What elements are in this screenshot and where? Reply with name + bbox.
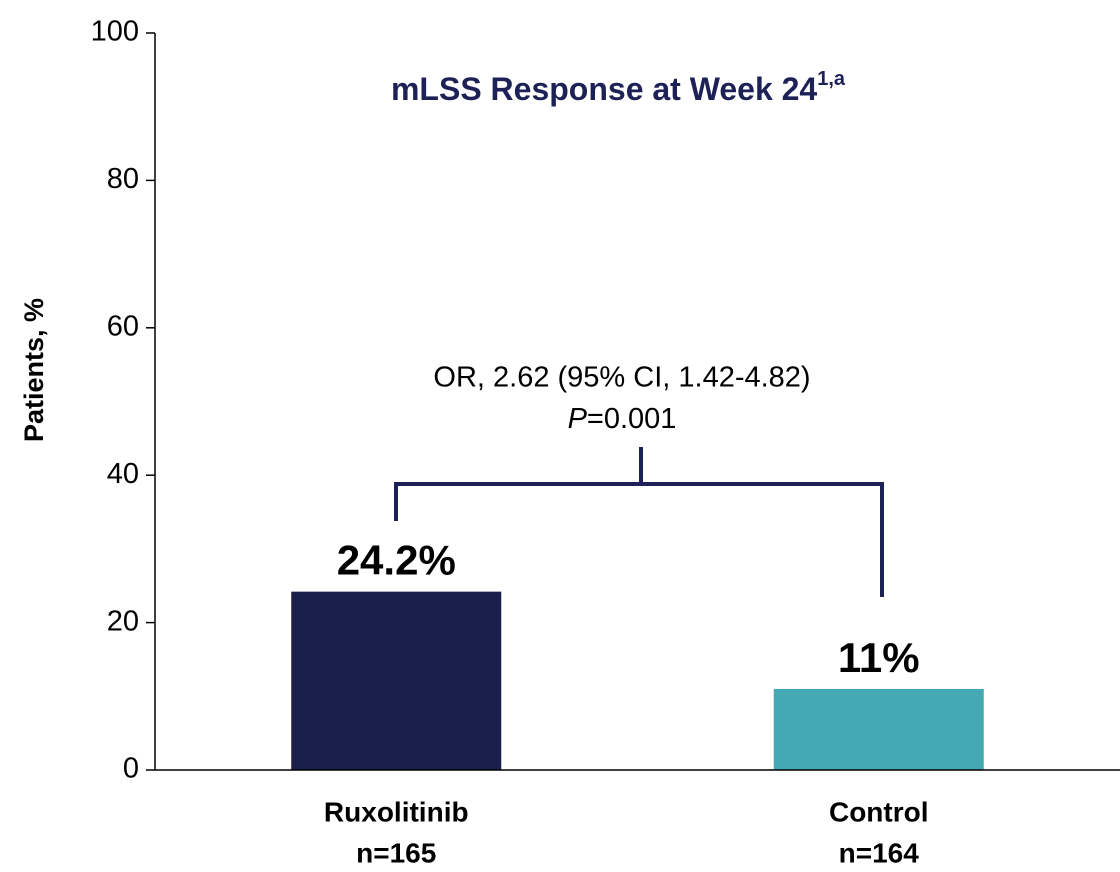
p-value: =0.001 <box>587 403 677 435</box>
chart-title: mLSS Response at Week 24 <box>391 71 817 107</box>
bar <box>291 591 502 770</box>
y-tick-label: 60 <box>107 310 139 342</box>
bar <box>773 688 984 770</box>
annotation-line: OR, 2.62 (95% CI, 1.42-4.82) <box>433 362 810 394</box>
y-tick-label: 0 <box>123 753 139 785</box>
significance-bracket <box>394 447 884 597</box>
chart-title-group: mLSS Response at Week 241,a <box>391 68 846 107</box>
y-tick-label: 100 <box>91 16 139 48</box>
y-tick-label: 80 <box>107 163 139 195</box>
y-tick-label: 20 <box>107 605 139 637</box>
y-tick-label: 40 <box>107 458 139 490</box>
x-tick-label: Control <box>829 796 929 827</box>
p-symbol: P <box>568 403 588 435</box>
value-label: 11% <box>838 634 920 681</box>
x-tick-sublabel: n=165 <box>356 837 436 868</box>
title-superscript: 1,a <box>817 68 846 90</box>
y-axis-label: Patients, % <box>19 298 49 442</box>
value-label: 24.2% <box>337 537 456 584</box>
x-tick-sublabel: n=164 <box>839 837 920 868</box>
annotation-p: P=0.001 <box>568 403 677 435</box>
x-tick-label: Ruxolitinib <box>324 796 469 827</box>
